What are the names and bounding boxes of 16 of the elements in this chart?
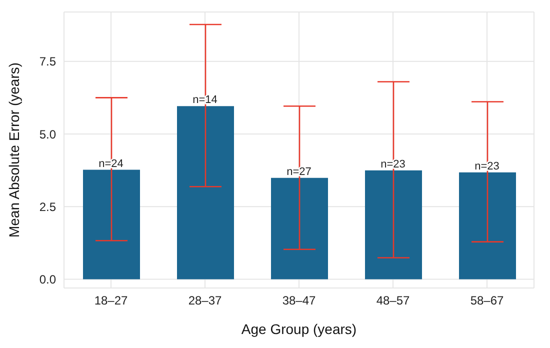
x-tick-label: 18–27 — [94, 294, 128, 308]
x-tick-label: 38–47 — [282, 294, 316, 308]
x-axis-title: Age Group (years) — [241, 321, 357, 337]
bar — [271, 178, 328, 280]
y-axis-title: Mean Absolute Error (years) — [6, 62, 22, 238]
bar — [365, 170, 422, 280]
x-tick-label: 58–67 — [470, 294, 504, 308]
y-tick-label: 2.5 — [39, 200, 56, 214]
bar — [459, 172, 516, 280]
bar — [83, 170, 140, 280]
x-tick-label: 28–37 — [188, 294, 222, 308]
bar — [177, 106, 234, 280]
y-tick-label: 5.0 — [39, 127, 56, 142]
y-tick-label: 7.5 — [39, 54, 56, 69]
y-tick-label: 0.0 — [39, 272, 56, 287]
x-tick-label: 48–57 — [376, 294, 410, 308]
